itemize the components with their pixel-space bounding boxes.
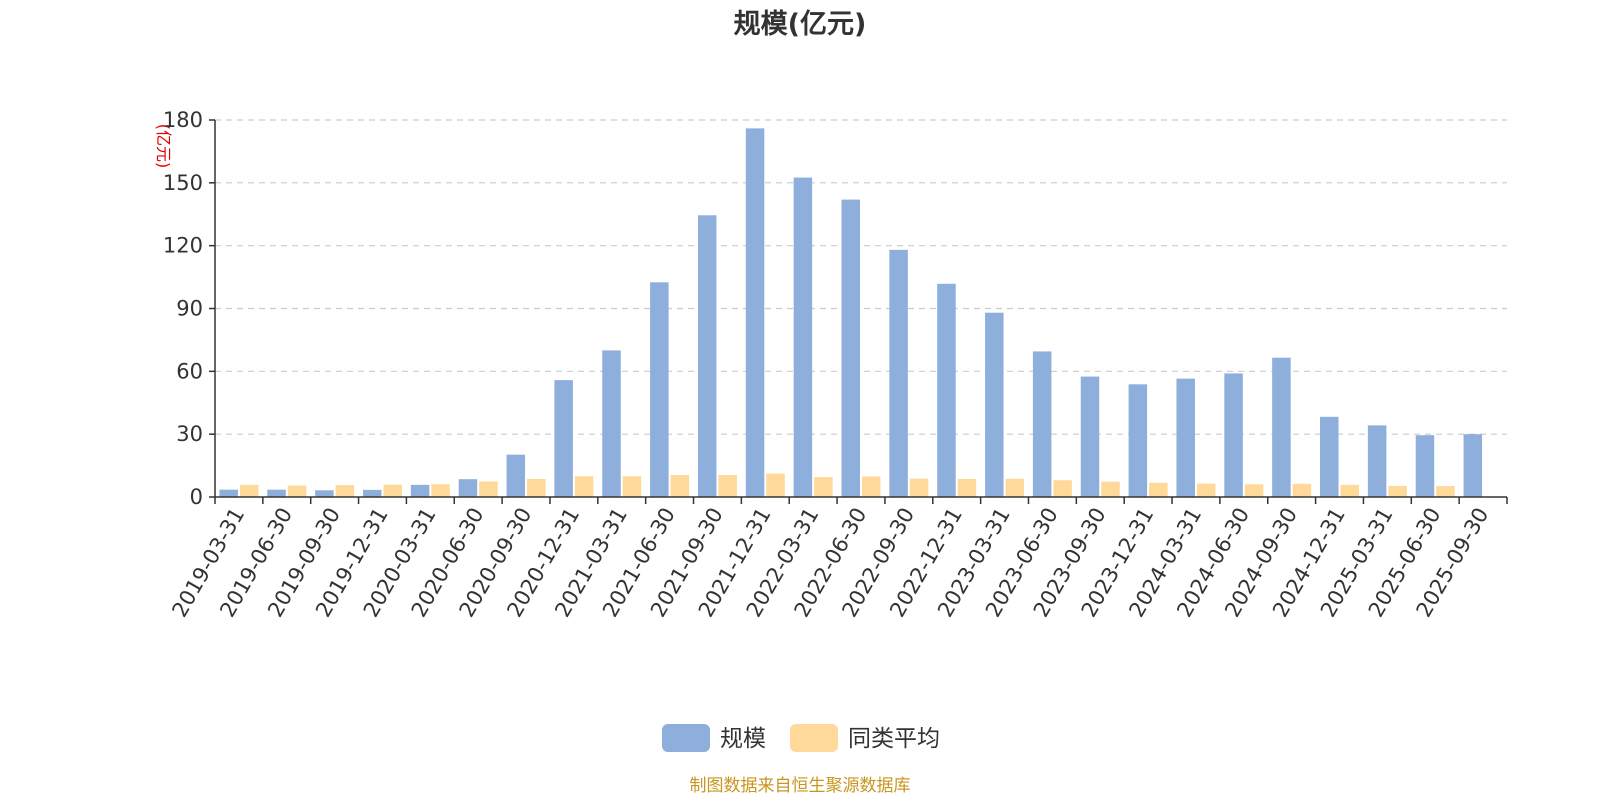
bar-scale xyxy=(1415,435,1435,497)
bar-peer-average xyxy=(622,476,642,497)
y-tick-label: 90 xyxy=(176,297,203,321)
bar-peer-average xyxy=(814,477,833,497)
bar-scale xyxy=(1320,416,1339,497)
bar-peer-average xyxy=(431,484,450,497)
bar-scale xyxy=(1224,373,1243,497)
bar-scale xyxy=(841,199,860,498)
bar-peer-average xyxy=(766,473,785,497)
bar-scale xyxy=(554,380,573,497)
bar-scale xyxy=(602,350,621,497)
bar-scale xyxy=(985,312,1004,497)
bar-scale xyxy=(650,282,669,497)
bar-scale xyxy=(1272,357,1291,497)
bar-scale xyxy=(219,489,238,497)
bar-peer-average xyxy=(957,478,977,497)
bar-scale xyxy=(410,484,430,497)
bar-peer-average xyxy=(1388,485,1407,497)
bar-peer-average xyxy=(335,485,355,497)
bar-scale xyxy=(315,490,334,497)
bar-peer-average xyxy=(1053,480,1072,497)
bar-scale xyxy=(889,249,908,497)
bar-peer-average xyxy=(287,485,307,497)
y-tick-label: 120 xyxy=(163,234,203,258)
legend-label-scale: 规模 xyxy=(720,726,766,752)
y-tick-label: 30 xyxy=(176,422,203,446)
bar-scale xyxy=(362,489,382,497)
axes: 03060901201501802019-03-312019-06-302019… xyxy=(163,108,1508,621)
bar-scale xyxy=(458,479,478,497)
legend[interactable]: 规模 同类平均 xyxy=(662,724,940,752)
bar-scale xyxy=(1128,384,1148,497)
bar-peer-average xyxy=(1436,486,1455,497)
bar-peer-average xyxy=(1101,481,1120,497)
bar-peer-average xyxy=(1196,483,1216,497)
bar-scale xyxy=(1463,434,1483,497)
y-axis-unit: (亿元) xyxy=(154,124,173,169)
legend-swatch-peer-average xyxy=(790,724,838,752)
bar-scale xyxy=(937,283,956,497)
bar-scale xyxy=(697,215,717,497)
y-tick-label: 180 xyxy=(163,108,203,132)
bar-peer-average xyxy=(479,481,498,497)
bar-peer-average xyxy=(1292,483,1312,497)
bar-peer-average xyxy=(527,478,546,497)
bar-scale xyxy=(1032,351,1052,497)
bar-scale xyxy=(267,489,286,497)
bar-peer-average xyxy=(1005,478,1025,497)
y-tick-label: 60 xyxy=(176,359,203,383)
bar-peer-average xyxy=(1244,484,1264,497)
legend-label-peer-average: 同类平均 xyxy=(848,726,940,752)
legend-swatch-scale xyxy=(662,724,710,752)
bar-scale xyxy=(506,454,526,497)
bar-scale xyxy=(1080,376,1100,497)
bar-peer-average xyxy=(909,478,929,497)
bar-scale xyxy=(745,128,765,497)
chart-title: 规模(亿元) xyxy=(734,9,867,40)
bar-peer-average xyxy=(1340,484,1360,497)
bar-peer-average xyxy=(670,475,690,497)
bar-scale xyxy=(1367,425,1387,497)
y-tick-label: 150 xyxy=(163,171,203,195)
bar-peer-average xyxy=(239,484,259,497)
y-tick-label: 0 xyxy=(190,485,203,509)
bar-scale xyxy=(793,177,813,497)
bar-peer-average xyxy=(383,484,402,497)
data-source-note: 制图数据来自恒生聚源数据库 xyxy=(690,776,911,796)
bars xyxy=(219,128,1483,498)
bar-scale xyxy=(1176,378,1195,497)
bar-peer-average xyxy=(718,475,737,497)
bar-peer-average xyxy=(574,476,594,497)
grid xyxy=(215,119,1507,435)
bar-peer-average xyxy=(862,476,881,497)
bar-peer-average xyxy=(1149,482,1168,497)
